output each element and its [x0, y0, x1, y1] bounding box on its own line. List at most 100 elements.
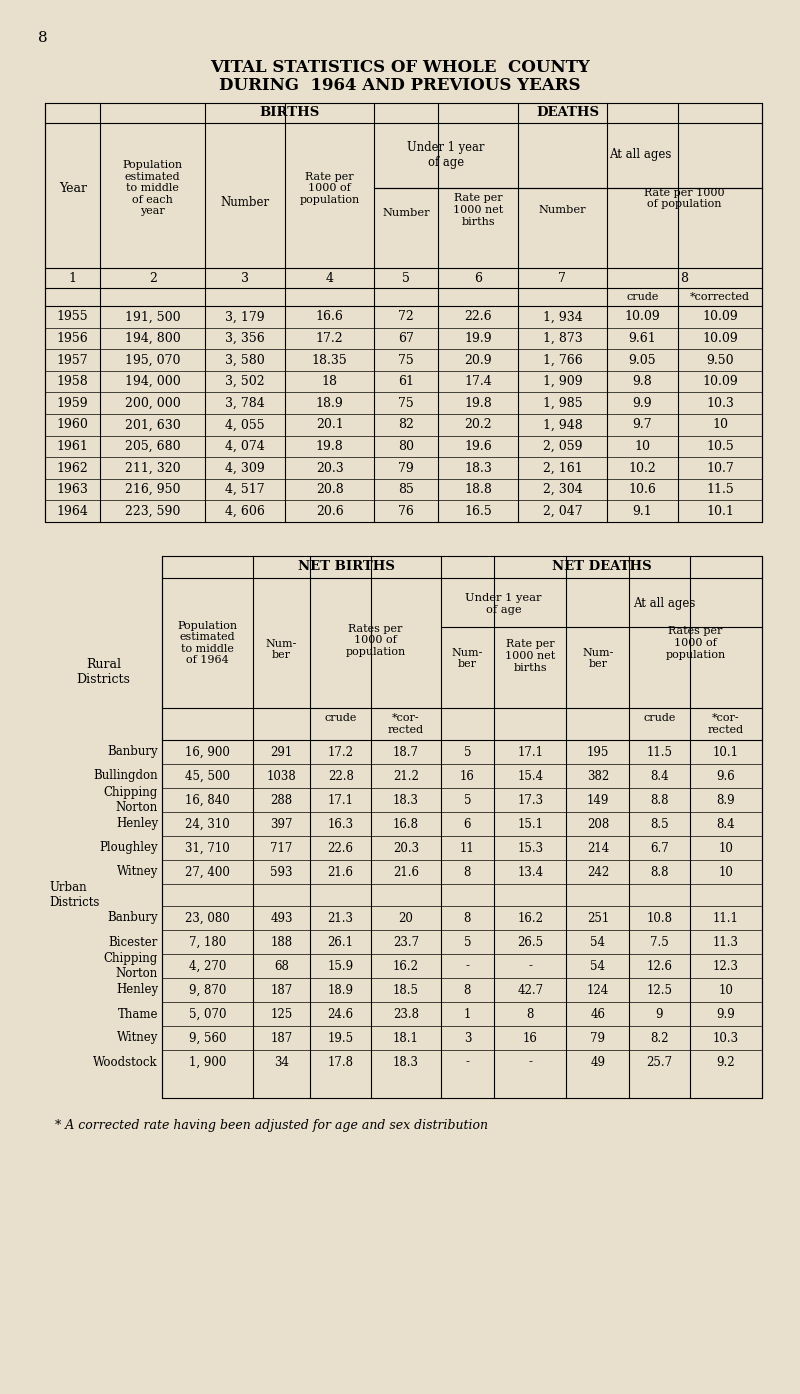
Text: 4, 309: 4, 309	[226, 461, 265, 474]
Text: 3: 3	[464, 1032, 471, 1044]
Text: 11.1: 11.1	[713, 912, 738, 924]
Text: Year: Year	[58, 181, 86, 195]
Text: 16.3: 16.3	[328, 817, 354, 831]
Text: 1964: 1964	[57, 505, 89, 517]
Text: 1, 766: 1, 766	[542, 354, 582, 367]
Text: 82: 82	[398, 418, 414, 431]
Text: -: -	[466, 1055, 470, 1068]
Text: 17.4: 17.4	[464, 375, 492, 388]
Text: 8.9: 8.9	[717, 793, 735, 807]
Text: Under 1 year
of age: Under 1 year of age	[466, 594, 542, 615]
Text: 22.6: 22.6	[464, 311, 492, 323]
Text: 18.7: 18.7	[393, 746, 419, 758]
Text: Num-
ber: Num- ber	[452, 648, 483, 669]
Text: 20: 20	[398, 912, 414, 924]
Text: 9.50: 9.50	[706, 354, 734, 367]
Text: 10: 10	[718, 842, 734, 855]
Text: 194, 000: 194, 000	[125, 375, 181, 388]
Text: 1962: 1962	[57, 461, 89, 474]
Text: Rate per
1000 net
births: Rate per 1000 net births	[453, 194, 503, 227]
Text: 18: 18	[322, 375, 338, 388]
Text: 205, 680: 205, 680	[125, 441, 181, 453]
Text: 8.4: 8.4	[717, 817, 735, 831]
Text: 20.1: 20.1	[316, 418, 343, 431]
Text: 593: 593	[270, 866, 293, 878]
Text: 5: 5	[464, 746, 471, 758]
Text: 7: 7	[558, 272, 566, 284]
Text: 11.5: 11.5	[646, 746, 672, 758]
Text: 493: 493	[270, 912, 293, 924]
Text: * A corrected rate having been adjusted for age and sex distribution: * A corrected rate having been adjusted …	[55, 1119, 488, 1132]
Text: 25.7: 25.7	[646, 1055, 673, 1068]
Text: 10.09: 10.09	[702, 311, 738, 323]
Text: DURING  1964 AND PREVIOUS YEARS: DURING 1964 AND PREVIOUS YEARS	[219, 78, 581, 95]
Text: 8.4: 8.4	[650, 769, 669, 782]
Text: Under 1 year
of age: Under 1 year of age	[407, 141, 485, 169]
Text: 8: 8	[464, 984, 471, 997]
Text: 223, 590: 223, 590	[125, 505, 181, 517]
Text: 3, 356: 3, 356	[226, 332, 265, 344]
Text: 34: 34	[274, 1055, 289, 1068]
Text: 1963: 1963	[57, 484, 89, 496]
Text: 46: 46	[590, 1008, 606, 1020]
Text: Ploughley: Ploughley	[99, 842, 158, 855]
Text: 1, 948: 1, 948	[542, 418, 582, 431]
Text: 9.05: 9.05	[629, 354, 656, 367]
Text: Woodstock: Woodstock	[94, 1055, 158, 1068]
Text: 72: 72	[398, 311, 414, 323]
Text: -: -	[528, 1055, 532, 1068]
Text: 6: 6	[464, 817, 471, 831]
Text: 22.8: 22.8	[328, 769, 354, 782]
Text: 9.6: 9.6	[717, 769, 735, 782]
Text: 194, 800: 194, 800	[125, 332, 181, 344]
Text: 10.3: 10.3	[713, 1032, 739, 1044]
Text: 12.3: 12.3	[713, 959, 738, 973]
Text: 1960: 1960	[57, 418, 89, 431]
Text: 18.35: 18.35	[312, 354, 347, 367]
Text: 187: 187	[270, 1032, 293, 1044]
Text: 291: 291	[270, 746, 293, 758]
Text: Chipping
Norton: Chipping Norton	[104, 786, 158, 814]
Text: 10.1: 10.1	[713, 746, 738, 758]
Text: Urban
Districts: Urban Districts	[49, 881, 99, 909]
Text: 1956: 1956	[57, 332, 89, 344]
Text: 9.8: 9.8	[633, 375, 652, 388]
Text: 49: 49	[590, 1055, 606, 1068]
Text: 18.5: 18.5	[393, 984, 419, 997]
Text: 15.4: 15.4	[517, 769, 543, 782]
Text: 10.8: 10.8	[646, 912, 672, 924]
Text: Henley: Henley	[116, 984, 158, 997]
Text: 4: 4	[326, 272, 334, 284]
Text: 208: 208	[586, 817, 609, 831]
Text: 75: 75	[398, 354, 414, 367]
Text: 18.3: 18.3	[393, 1055, 419, 1068]
Text: 1961: 1961	[57, 441, 89, 453]
Text: 16, 900: 16, 900	[185, 746, 230, 758]
Text: 10.2: 10.2	[629, 461, 656, 474]
Text: 79: 79	[590, 1032, 606, 1044]
Text: 2, 161: 2, 161	[542, 461, 582, 474]
Text: 9.61: 9.61	[629, 332, 656, 344]
Text: 1959: 1959	[57, 397, 89, 410]
Text: Number: Number	[538, 205, 586, 215]
Text: 10.6: 10.6	[629, 484, 657, 496]
Text: Chipping
Norton: Chipping Norton	[104, 952, 158, 980]
Text: 15.3: 15.3	[517, 842, 543, 855]
Text: 6.7: 6.7	[650, 842, 669, 855]
Text: -: -	[528, 959, 532, 973]
Text: 26.5: 26.5	[517, 935, 543, 948]
Text: 67: 67	[398, 332, 414, 344]
Text: 21.3: 21.3	[328, 912, 354, 924]
Text: 124: 124	[586, 984, 609, 997]
Text: 187: 187	[270, 984, 293, 997]
Text: crude: crude	[626, 291, 658, 302]
Text: DEATHS: DEATHS	[537, 106, 599, 120]
Bar	[162, 556, 762, 1098]
Text: Banbury: Banbury	[107, 746, 158, 758]
Text: 17.2: 17.2	[316, 332, 343, 344]
Text: 1, 900: 1, 900	[189, 1055, 226, 1068]
Text: 80: 80	[398, 441, 414, 453]
Text: Population
estimated
to middle
of each
year: Population estimated to middle of each y…	[122, 160, 183, 216]
Text: 10: 10	[634, 441, 650, 453]
Text: 3, 179: 3, 179	[226, 311, 265, 323]
